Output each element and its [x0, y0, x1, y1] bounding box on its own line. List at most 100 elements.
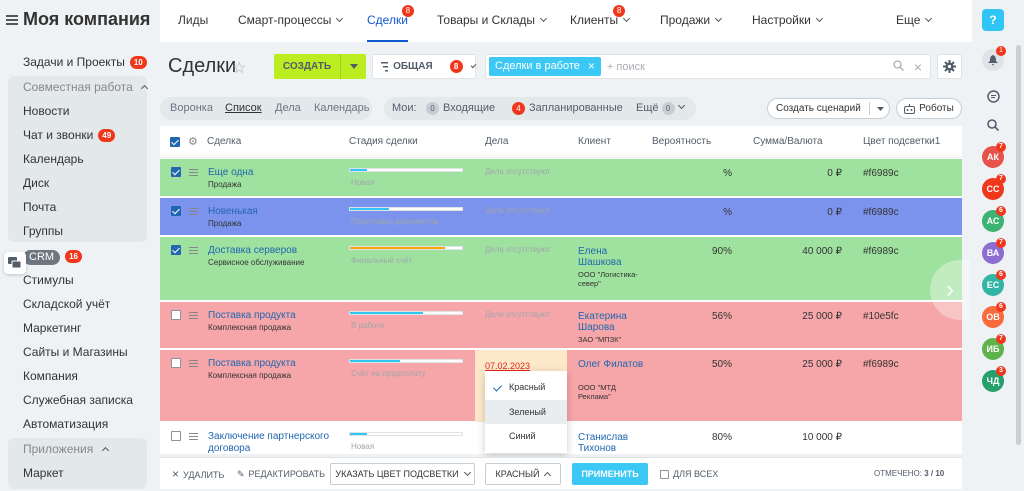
caret-down-icon[interactable]	[868, 102, 884, 115]
view-funnel[interactable]: Воронка	[170, 102, 213, 114]
deal-title[interactable]: Поставка продукта	[208, 358, 296, 369]
tab-sales[interactable]: Продажи	[660, 0, 723, 42]
row-menu-icon[interactable]	[189, 169, 198, 176]
column-settings-gear-icon[interactable]: ⚙	[188, 136, 198, 148]
header-deal[interactable]: Сделка	[207, 136, 242, 147]
sidebar-item-disk[interactable]: Диск	[23, 176, 50, 190]
sidebar-item-crm[interactable]: CRM 16	[23, 246, 82, 266]
chat-icon[interactable]	[4, 252, 26, 274]
table-row[interactable]: Еще одна Продажа Новая Дела отсутствуют% 0 ₽…	[160, 159, 962, 197]
deal-title[interactable]: Доставка серверов	[208, 245, 298, 256]
chip-close-icon[interactable]: ×	[587, 59, 595, 73]
star-icon[interactable]: ☆	[232, 60, 247, 77]
caret-down-icon[interactable]	[340, 54, 366, 79]
header-probability[interactable]: Вероятность	[652, 136, 712, 147]
contact-avatar[interactable]: СС 7	[982, 174, 1006, 200]
sidebar-item-stimuli[interactable]: Стимулы	[23, 273, 74, 287]
table-row[interactable]: Новенькая Продажа Подготовка документов Дел…	[160, 198, 962, 236]
row-checkbox[interactable]	[171, 245, 181, 255]
client-name[interactable]: Елена Шашкова	[578, 246, 622, 268]
row-menu-icon[interactable]	[189, 208, 198, 215]
tab-clients[interactable]: Клиенты 8	[570, 0, 631, 42]
header-client[interactable]: Клиент	[578, 136, 611, 147]
stage-progress[interactable]	[349, 246, 463, 250]
sidebar-item-collab[interactable]: Совместная работа	[23, 77, 149, 97]
company-logo[interactable]: Моя компания	[6, 9, 150, 30]
stage-progress[interactable]	[349, 359, 463, 363]
color-field-select[interactable]: указать цвет подсветки	[330, 463, 475, 485]
row-checkbox[interactable]	[171, 358, 181, 368]
header-sum[interactable]: Сумма/Валюта	[753, 136, 823, 147]
search-field[interactable]: Сделки в работе × + поиск ×	[485, 54, 931, 79]
client-name[interactable]: Станислав Тихонов	[578, 432, 629, 454]
row-menu-icon[interactable]	[189, 247, 198, 254]
counter-incoming[interactable]: 0 Входящие	[426, 97, 495, 120]
client-name[interactable]: Екатерина Шарова	[578, 311, 627, 333]
tab-smart-processes[interactable]: Смарт-процессы	[238, 0, 344, 42]
search-placeholder[interactable]: + поиск	[606, 60, 645, 73]
contact-avatar[interactable]: АС 6	[982, 206, 1006, 232]
contact-avatar[interactable]: ЕС 6	[982, 270, 1006, 296]
stage-progress[interactable]	[349, 311, 463, 315]
menu-icon[interactable]	[6, 14, 18, 25]
row-checkbox[interactable]	[171, 310, 181, 320]
for-all-checkbox[interactable]: для всех	[660, 458, 718, 490]
apply-button[interactable]: применить	[572, 463, 648, 485]
activity-date[interactable]: 07.02.2023	[485, 361, 531, 371]
deal-title[interactable]: Заключение партнерского договора	[208, 431, 330, 454]
contact-avatar[interactable]: АК 7	[982, 142, 1006, 168]
clear-icon[interactable]: ×	[913, 58, 922, 75]
sidebar-item-memo[interactable]: Служебная записка	[23, 393, 133, 407]
row-menu-icon[interactable]	[189, 360, 198, 367]
client-name[interactable]: Олег Филатов	[578, 359, 644, 370]
counter-planned[interactable]: 4 Запланированные	[512, 97, 623, 120]
delete-button[interactable]: × удалить	[172, 467, 225, 481]
table-row[interactable]: Доставка серверов Сервисное обслуживание Ф…	[160, 237, 962, 301]
sidebar-item-company[interactable]: Компания	[23, 369, 78, 383]
sidebar-item-groups[interactable]: Группы	[23, 224, 63, 238]
deal-title[interactable]: Поставка продукта	[208, 310, 296, 321]
header-color[interactable]: Цвет подсветки1	[863, 136, 941, 147]
contact-avatar[interactable]: ОВ 6	[982, 302, 1006, 328]
view-calendar[interactable]: Календарь	[314, 102, 370, 114]
stage-progress[interactable]	[349, 168, 463, 172]
filter-button[interactable]: ОБЩАЯ 8	[372, 54, 477, 79]
header-stage[interactable]: Стадия сделки	[349, 136, 418, 147]
dropdown-option-red[interactable]: Красный	[485, 375, 567, 399]
sidebar-item-calendar[interactable]: Календарь	[23, 152, 84, 166]
filter-chip[interactable]: Сделки в работе ×	[489, 57, 601, 76]
view-activities[interactable]: Дела	[275, 102, 301, 114]
contact-avatar[interactable]: ИБ 7	[982, 334, 1006, 360]
select-all-checkbox[interactable]	[170, 137, 180, 147]
sidebar-item-warehouse[interactable]: Складской учёт	[23, 297, 111, 311]
row-checkbox[interactable]	[171, 206, 181, 216]
sidebar-item-sites[interactable]: Сайты и Магазины	[23, 345, 128, 359]
row-menu-icon[interactable]	[189, 312, 198, 319]
table-row[interactable]: Поставка продукта Комплексная продажа В ра…	[160, 302, 962, 349]
scrollbar[interactable]	[1016, 45, 1021, 445]
row-checkbox[interactable]	[171, 167, 181, 177]
dropdown-option-blue[interactable]: Синий	[509, 431, 536, 441]
sidebar-item-market[interactable]: Маркет	[23, 466, 64, 480]
stage-progress[interactable]	[349, 432, 463, 436]
row-checkbox[interactable]	[171, 431, 181, 441]
sidebar-item-mail[interactable]: Почта	[23, 200, 57, 214]
deal-title[interactable]: Новенькая	[208, 206, 258, 217]
chat-bubble-icon[interactable]	[982, 85, 1004, 107]
scroll-right-arrow-icon[interactable]: ›	[930, 260, 970, 320]
edit-button[interactable]: ✎ редактировать	[237, 469, 326, 479]
contact-avatar[interactable]: ВА 7	[982, 238, 1006, 264]
sidebar-item-apps[interactable]: Приложения	[23, 439, 109, 459]
tab-deals[interactable]: Сделки 8	[367, 0, 414, 42]
settings-gear-button[interactable]	[937, 54, 962, 79]
tab-settings[interactable]: Настройки	[752, 0, 823, 42]
stage-progress[interactable]	[349, 207, 463, 211]
row-menu-icon[interactable]	[189, 433, 198, 440]
color-value-select[interactable]: красный	[485, 463, 561, 485]
robots-button[interactable]: Роботы	[896, 98, 962, 119]
tab-leads[interactable]: Лиды	[178, 13, 209, 27]
deal-title[interactable]: Еще одна	[208, 167, 254, 178]
help-icon[interactable]: ?	[982, 9, 1004, 31]
counter-more[interactable]: Ещё 0	[636, 97, 685, 120]
create-button[interactable]: создать	[274, 54, 366, 79]
